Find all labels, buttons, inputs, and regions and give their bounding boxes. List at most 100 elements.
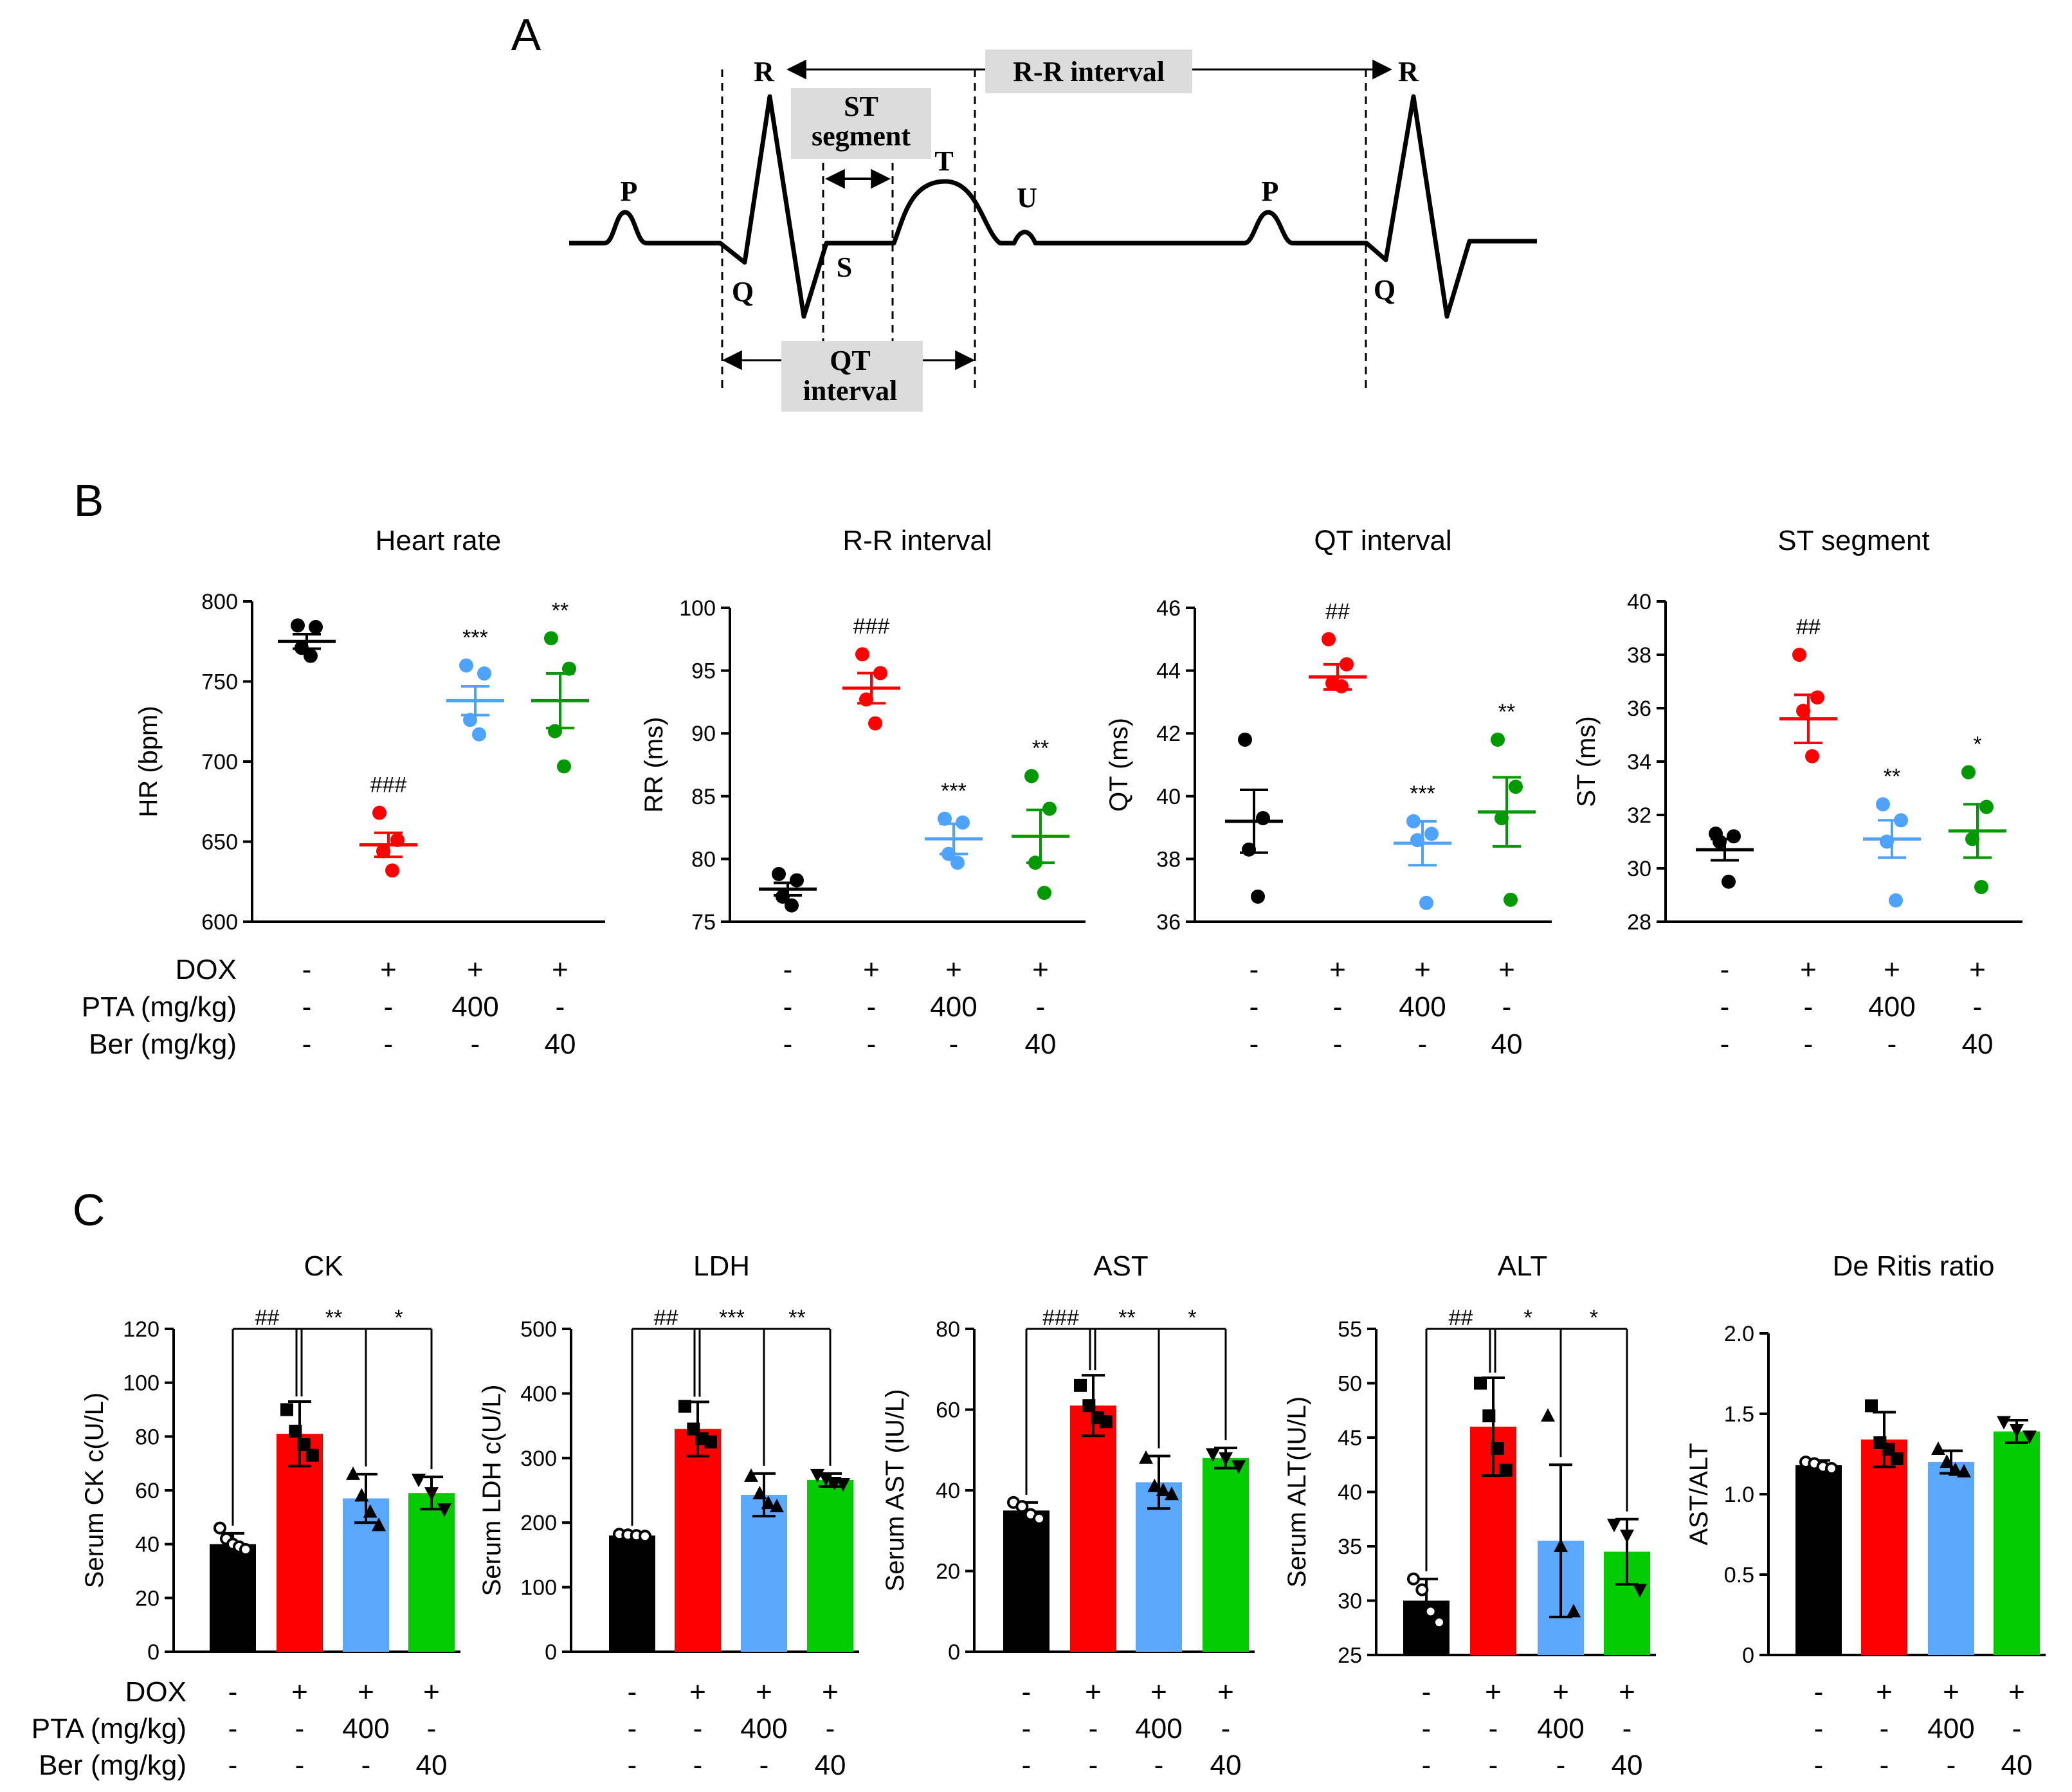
- y-tick-label: 2.0: [1724, 1322, 1754, 1346]
- wave-r-label: R: [1398, 56, 1419, 87]
- qt-interval-box: [781, 341, 923, 412]
- significance-label: *: [1523, 1306, 1532, 1330]
- treatment-value-ber: 40: [815, 1750, 846, 1781]
- wave-t-label: T: [934, 145, 953, 177]
- treatment-value-ber: -: [228, 1750, 238, 1781]
- y-tick-label: 36: [1156, 910, 1181, 935]
- qt-arrow-right: [955, 350, 975, 370]
- treatment-value-ber: -: [384, 1029, 394, 1060]
- bar: [1861, 1440, 1907, 1655]
- y-tick-label: 90: [691, 722, 716, 746]
- rr-interval-label: R-R interval: [1013, 56, 1165, 87]
- treatment-value-ber: -: [628, 1750, 637, 1781]
- y-tick-label: 40: [135, 1533, 159, 1557]
- data-point: [1509, 780, 1523, 794]
- data-point-triangle-down: [836, 1477, 850, 1492]
- data-point: [1037, 886, 1051, 901]
- y-tick-label: 32: [1627, 803, 1651, 828]
- treatment-value-dox: +: [1217, 1676, 1234, 1708]
- y-tick-label: 500: [520, 1317, 557, 1342]
- y-axis-label: Serum ALT(IU/L): [1283, 1396, 1311, 1587]
- data-point-triangle-down: [437, 1503, 451, 1517]
- treatment-value-pta: -: [867, 991, 877, 1023]
- treatment-value-dox: +: [1876, 1676, 1893, 1708]
- treatment-value-dox: -: [1422, 1676, 1431, 1708]
- y-tick-label: 80: [135, 1425, 159, 1449]
- y-tick-label: 0.5: [1724, 1563, 1754, 1587]
- data-point-square: [1482, 1409, 1496, 1423]
- y-axis-label: ST (ms): [1572, 716, 1601, 807]
- significance-label: **: [788, 1306, 805, 1330]
- treatment-value-ber: -: [1489, 1750, 1498, 1781]
- data-point: [304, 648, 318, 663]
- bar: [609, 1535, 655, 1652]
- treatment-value-ber: -: [1814, 1750, 1824, 1781]
- treatment-value-dox: -: [1814, 1676, 1824, 1708]
- data-point: [1727, 829, 1741, 844]
- significance-label: **: [1498, 700, 1515, 724]
- significance-label: *: [394, 1306, 403, 1330]
- treatment-value-dox: +: [822, 1676, 839, 1708]
- treatment-value-ber: -: [1556, 1750, 1566, 1781]
- treatment-value-pta: 400: [1135, 1713, 1182, 1744]
- significance-label: ***: [1410, 782, 1435, 806]
- bar: [807, 1479, 853, 1652]
- bar: [1203, 1458, 1249, 1652]
- y-tick-label: 0: [147, 1640, 159, 1665]
- bar: [277, 1434, 323, 1652]
- bar: [741, 1495, 787, 1652]
- y-tick-label: 34: [1627, 750, 1651, 774]
- data-point-triangle: [1147, 1478, 1162, 1492]
- treatment-value-pta: 400: [740, 1713, 787, 1744]
- significance-label: **: [1118, 1306, 1135, 1330]
- chart-title: CK: [304, 1250, 343, 1282]
- rr-interval-box: [985, 50, 1192, 93]
- qt-arrow-left: [722, 350, 742, 370]
- treatment-value-pta: -: [1804, 991, 1813, 1023]
- y-tick-label: 100: [679, 596, 716, 621]
- treatment-label-pta: PTA (mg/kg): [82, 991, 237, 1023]
- data-point: [1238, 732, 1252, 747]
- treatment-value-ber: -: [1089, 1750, 1098, 1781]
- data-point: [1792, 648, 1806, 662]
- treatment-value-dox: +: [380, 954, 397, 985]
- data-point-square: [297, 1438, 311, 1451]
- treatment-value-dox: +: [552, 954, 568, 985]
- chart-title: R-R interval: [842, 525, 992, 556]
- data-point: [1256, 810, 1270, 825]
- treatment-value-ber: 40: [545, 1029, 576, 1060]
- y-tick-label: 0: [948, 1640, 960, 1665]
- treatment-value-pta: 400: [930, 991, 977, 1023]
- treatment-value-ber: -: [867, 1029, 877, 1060]
- significance-label: ##: [255, 1306, 280, 1330]
- y-tick-label: 46: [1156, 596, 1181, 621]
- wave-s-label: S: [837, 251, 852, 283]
- data-point: [1322, 632, 1336, 646]
- y-axis-label: AST/ALT: [1685, 1443, 1713, 1545]
- treatment-value-dox: +: [1884, 954, 1900, 985]
- data-point-triangle-down: [424, 1487, 439, 1501]
- data-point-circle: [1407, 1572, 1420, 1586]
- treatment-value-ber: -: [1887, 1029, 1897, 1060]
- data-point-square: [306, 1449, 319, 1462]
- data-point-triangle: [770, 1499, 784, 1513]
- data-point-square: [687, 1422, 700, 1436]
- significance-label: ***: [462, 626, 488, 650]
- panel-a-label: A: [511, 10, 541, 60]
- treatment-value-pta: -: [427, 1713, 437, 1744]
- significance-label: **: [1884, 764, 1900, 789]
- data-point-square: [289, 1424, 302, 1438]
- y-axis-label: Serum AST (IU/L): [881, 1389, 909, 1592]
- treatment-value-ber: -: [1720, 1029, 1730, 1060]
- bar-chart: ALT 25 30 35 40 45 50 55 Serum ALT(IU/L) ## * * - + + +…: [1283, 1250, 1656, 1781]
- significance-label: **: [325, 1306, 342, 1330]
- data-point-circle: [639, 1530, 651, 1543]
- data-point: [790, 873, 804, 888]
- treatment-label-dox: DOX: [176, 954, 237, 985]
- data-point: [938, 811, 952, 826]
- data-point-triangle-down: [1219, 1452, 1233, 1466]
- data-point: [1424, 827, 1439, 841]
- data-point: [1796, 704, 1810, 718]
